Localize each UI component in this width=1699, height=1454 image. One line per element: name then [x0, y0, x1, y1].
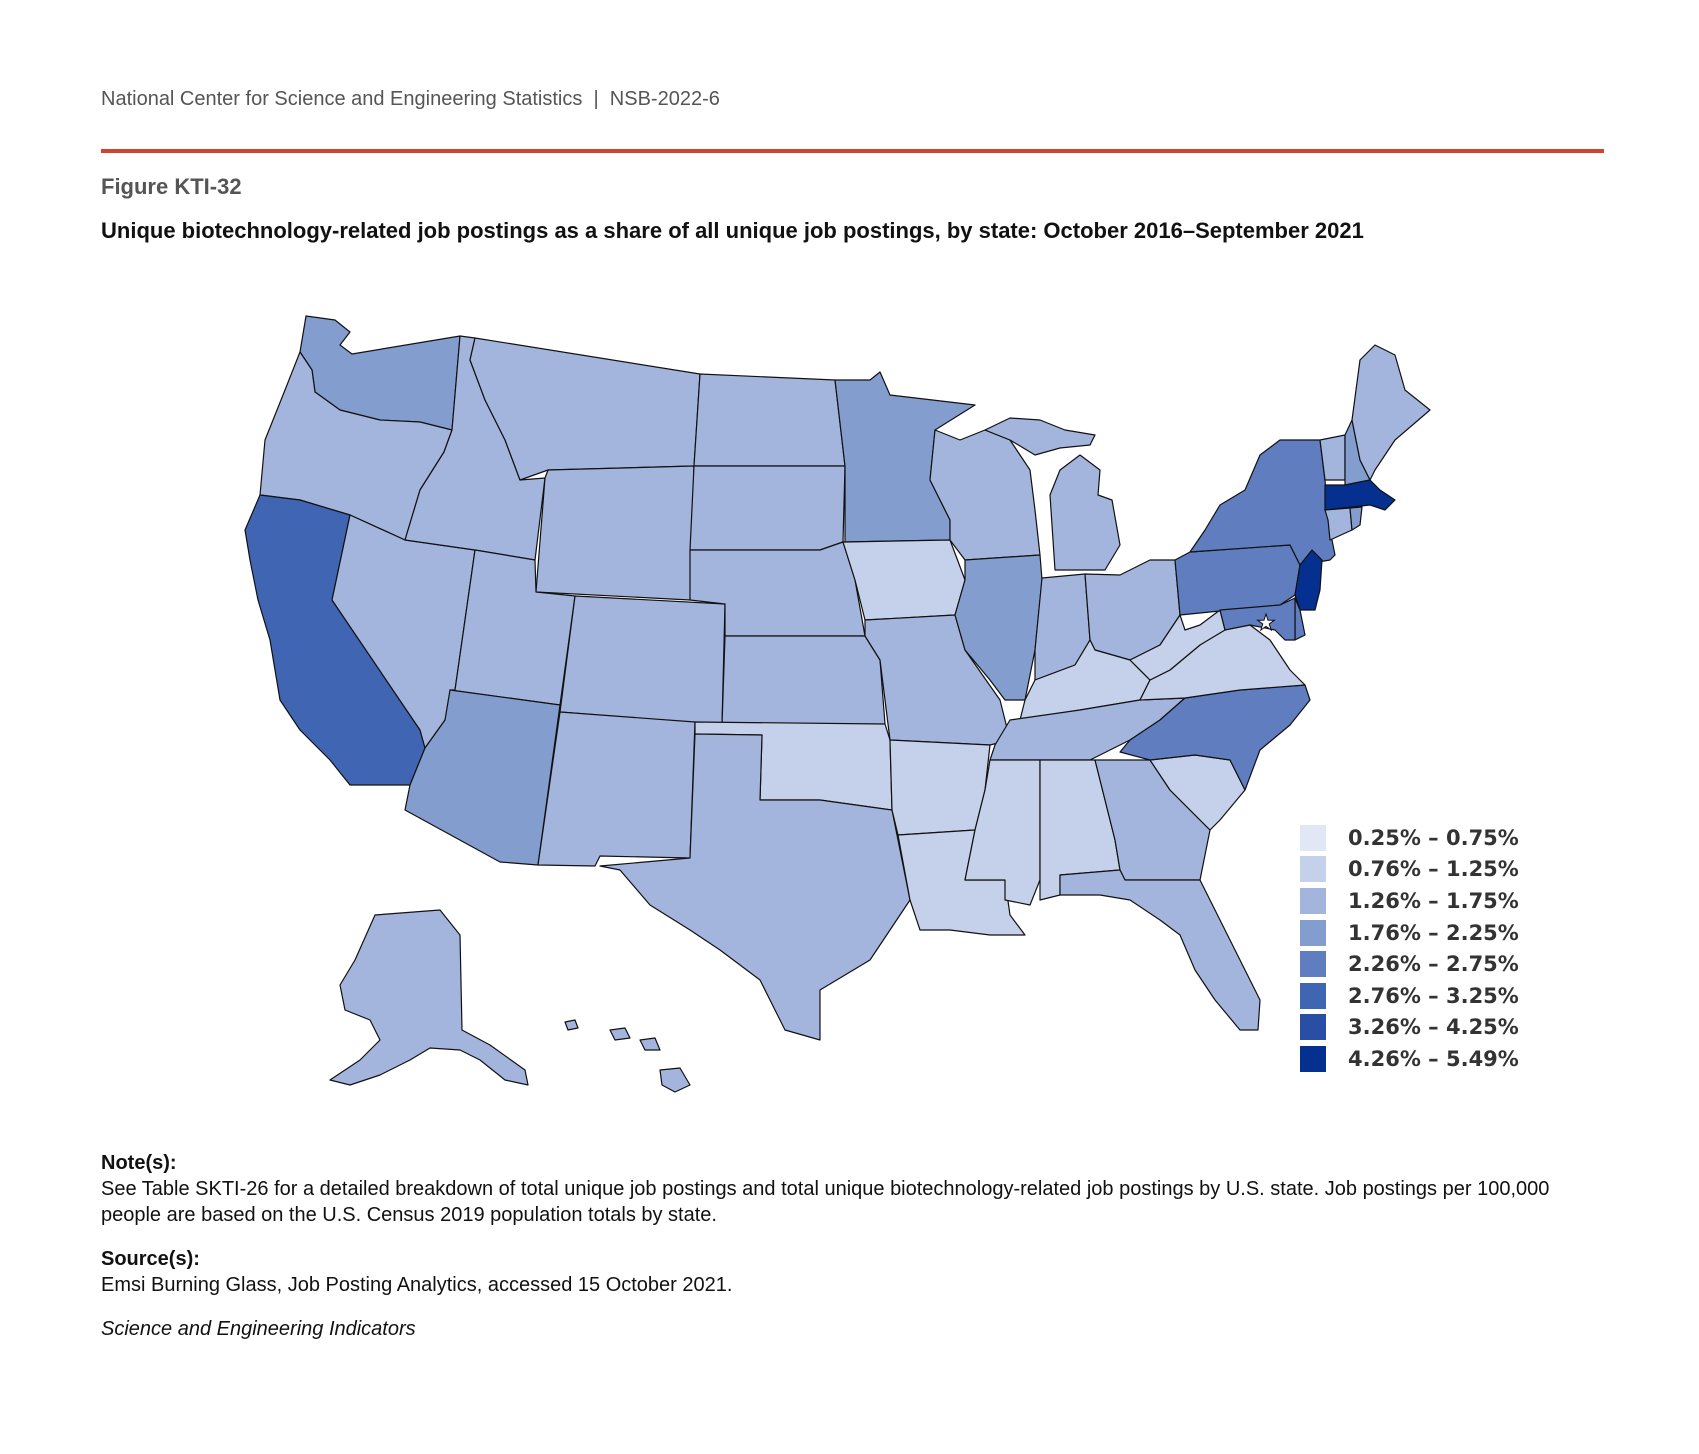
legend-item: 0.25% – 0.75% — [1300, 822, 1519, 854]
state-TX — [599, 733, 911, 1041]
state-MI — [1049, 454, 1121, 571]
legend-label: 1.26% – 1.75% — [1348, 888, 1519, 913]
state-IL — [954, 554, 1043, 701]
legend-label: 2.76% – 3.25% — [1348, 983, 1519, 1008]
state-FL — [1059, 869, 1261, 1031]
state-ME — [1351, 344, 1431, 481]
legend-label: 1.76% – 2.25% — [1348, 920, 1519, 945]
state-WV — [1129, 609, 1226, 681]
legend-label: 0.76% – 1.25% — [1348, 857, 1519, 882]
legend-swatch — [1300, 1045, 1326, 1072]
legend-swatch — [1300, 856, 1326, 883]
source-text: Emsi Burning Glass, Job Posting Analytic… — [101, 1274, 733, 1296]
state-SD — [689, 465, 846, 551]
state-MA — [1324, 479, 1396, 511]
legend-swatch — [1300, 919, 1326, 946]
legend-item: 1.76% – 2.25% — [1300, 917, 1519, 949]
notes-heading: Note(s): — [101, 1152, 177, 1174]
notes-text: See Table SKTI-26 for a detailed breakdo… — [101, 1178, 1550, 1226]
state-CO — [559, 595, 726, 726]
legend-swatch — [1300, 824, 1326, 851]
state-MD — [1219, 597, 1296, 641]
state-WY — [535, 465, 695, 601]
legend-label: 3.26% – 4.25% — [1348, 1015, 1519, 1040]
legend-label: 2.26% – 2.75% — [1348, 952, 1519, 977]
state-CT — [1324, 507, 1353, 541]
legend-label: 4.26% – 5.49% — [1348, 1046, 1519, 1071]
legend-swatch — [1300, 982, 1326, 1009]
state-HI — [564, 1019, 691, 1093]
legend-item: 3.26% – 4.25% — [1300, 1012, 1519, 1044]
map-legend: 0.25% – 0.75% 0.76% – 1.25% 1.26% – 1.75… — [1300, 822, 1519, 1075]
legend-item: 1.26% – 1.75% — [1300, 885, 1519, 917]
state-RI — [1349, 506, 1363, 531]
state-NY — [1189, 439, 1336, 566]
state-VT — [1319, 434, 1346, 481]
state-MS — [964, 759, 1041, 906]
state-WI — [929, 429, 1041, 561]
notes-section: Note(s): See Table SKTI-26 for a detaile… — [101, 1150, 1601, 1342]
source-heading: Source(s): — [101, 1248, 200, 1270]
source-block: Source(s): Emsi Burning Glass, Job Posti… — [101, 1246, 1601, 1298]
state-AK — [329, 909, 529, 1086]
legend-swatch — [1300, 1014, 1326, 1041]
dc-star-icon: ★ — [1256, 611, 1276, 636]
legend-item: 0.76% – 1.25% — [1300, 854, 1519, 886]
state-MI-UP — [984, 417, 1096, 456]
state-NM — [537, 711, 696, 867]
legend-swatch — [1300, 951, 1326, 978]
legend-item: 2.26% – 2.75% — [1300, 948, 1519, 980]
state-NJ — [1294, 549, 1323, 611]
state-AR — [889, 739, 991, 836]
legend-swatch — [1300, 887, 1326, 914]
report-header: National Center for Science and Engineer… — [101, 88, 720, 110]
header-rule — [101, 149, 1604, 153]
figure-title: Unique biotechnology-related job posting… — [101, 218, 1364, 243]
publication-name: Science and Engineering Indicators — [101, 1318, 416, 1340]
legend-item: 2.76% – 3.25% — [1300, 980, 1519, 1012]
state-ND — [693, 373, 846, 467]
legend-item: 4.26% – 5.49% — [1300, 1043, 1519, 1075]
notes-block: Note(s): See Table SKTI-26 for a detaile… — [101, 1150, 1601, 1228]
state-IA — [842, 539, 966, 621]
state-NE — [689, 541, 866, 637]
state-AZ — [404, 689, 561, 866]
figure-label: Figure KTI-32 — [101, 174, 242, 199]
state-KS — [721, 635, 886, 726]
legend-label: 0.25% – 0.75% — [1348, 825, 1519, 850]
